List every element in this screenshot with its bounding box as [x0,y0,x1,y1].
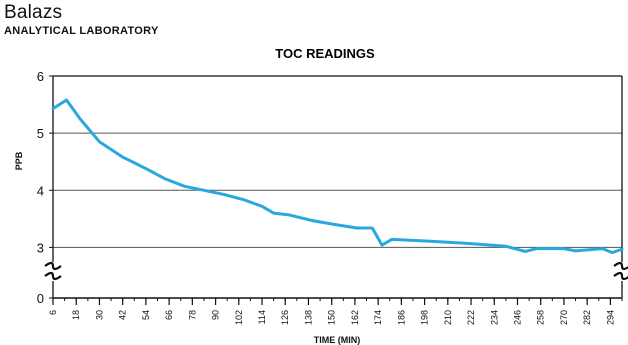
y-axis-break-left [44,261,62,281]
x-tick-label-138: 138 [303,310,313,325]
x-tick-label-258: 258 [536,310,546,325]
x-tick-label-126: 126 [280,310,290,325]
x-tick-label-90: 90 [211,310,221,320]
x-tick-label-78: 78 [187,310,197,320]
x-tick-label-42: 42 [118,310,128,320]
y-tick-label-6: 6 [37,69,44,84]
x-tick-labels: 6 18 30 42 54 66 78 90 102 114 126 138 150 162 174 186 1… [48,310,615,325]
y-tick-label-0: 0 [37,291,44,306]
y-tick-labels: 0 3 4 5 6 [37,69,44,306]
y-tick-label-3: 3 [37,240,44,255]
series-line-0 [51,98,624,255]
x-tick-label-114: 114 [257,310,267,324]
y-tick-label-5: 5 [37,126,44,141]
x-tick-label-162: 162 [350,310,360,325]
x-tick-label-294: 294 [605,310,615,325]
x-tick-label-282: 282 [582,310,592,325]
chart-title: TOC READINGS [275,46,375,61]
x-tick-label-198: 198 [420,310,430,325]
brand-subtitle: ANALYTICAL LABORATORY [4,25,159,37]
x-tick-label-150: 150 [327,310,337,325]
x-tick-label-30: 30 [94,310,104,320]
brand-name: Balazs [4,2,63,23]
x-tick-label-234: 234 [489,310,499,325]
x-tick-label-246: 246 [512,310,522,325]
x-tick-label-66: 66 [164,310,174,320]
x-tick-label-186: 186 [396,310,406,325]
axes [44,75,628,305]
x-tick-label-270: 270 [559,310,569,325]
x-tick-label-18: 18 [71,310,81,320]
x-tick-label-222: 222 [466,310,476,325]
series-layer [51,98,624,255]
y-axis-break-right [613,261,628,281]
x-tick-label-174: 174 [373,310,383,325]
x-axis-label: TIME (MIN) [314,335,361,345]
x-tick-label-210: 210 [443,310,453,325]
x-tick-label-54: 54 [141,310,151,320]
y-tick-label-4: 4 [37,183,44,198]
grid-lines [53,132,622,248]
y-axis-label: PPB [14,151,24,170]
x-tick-label-102: 102 [234,310,244,325]
x-tick-label-6: 6 [48,310,58,315]
